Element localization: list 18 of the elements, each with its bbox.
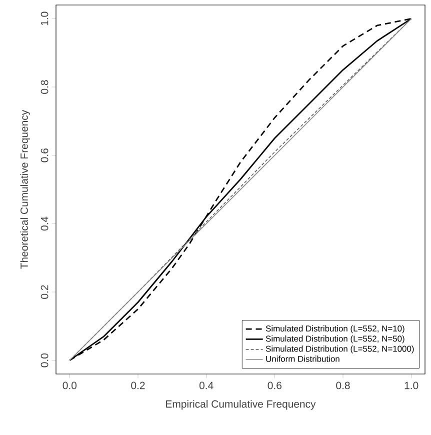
y-tick-label: 0.4 [40,216,48,231]
y-axis-title: Theoretical Cumulative Frequency [20,110,30,269]
x-tick-label: 1.0 [404,382,418,390]
x-tick-label: 0.4 [199,382,214,390]
x-tick-label: 0.6 [268,382,282,390]
x-tick-label: 0.0 [62,382,77,390]
y-tick-label: 0.8 [40,80,48,94]
x-axis-title: Empirical Cumulative Frequency [166,400,316,410]
legend-label: Uniform Distribution [266,356,340,362]
x-tick-label: 0.2 [131,382,145,390]
y-tick-label: 1.0 [40,12,48,26]
y-tick-label: 0.6 [40,148,48,162]
x-tick-label: 0.8 [336,382,350,390]
legend-label: Simulated Distribution (L=552, N=10) [266,325,404,334]
y-tick-label: 0.2 [40,285,48,299]
legend-label: Simulated Distribution (L=552, N=50) [266,335,404,344]
y-tick-label: 0.0 [40,353,48,368]
legend-label: Simulated Distribution (L=552, N=1000) [266,346,414,354]
